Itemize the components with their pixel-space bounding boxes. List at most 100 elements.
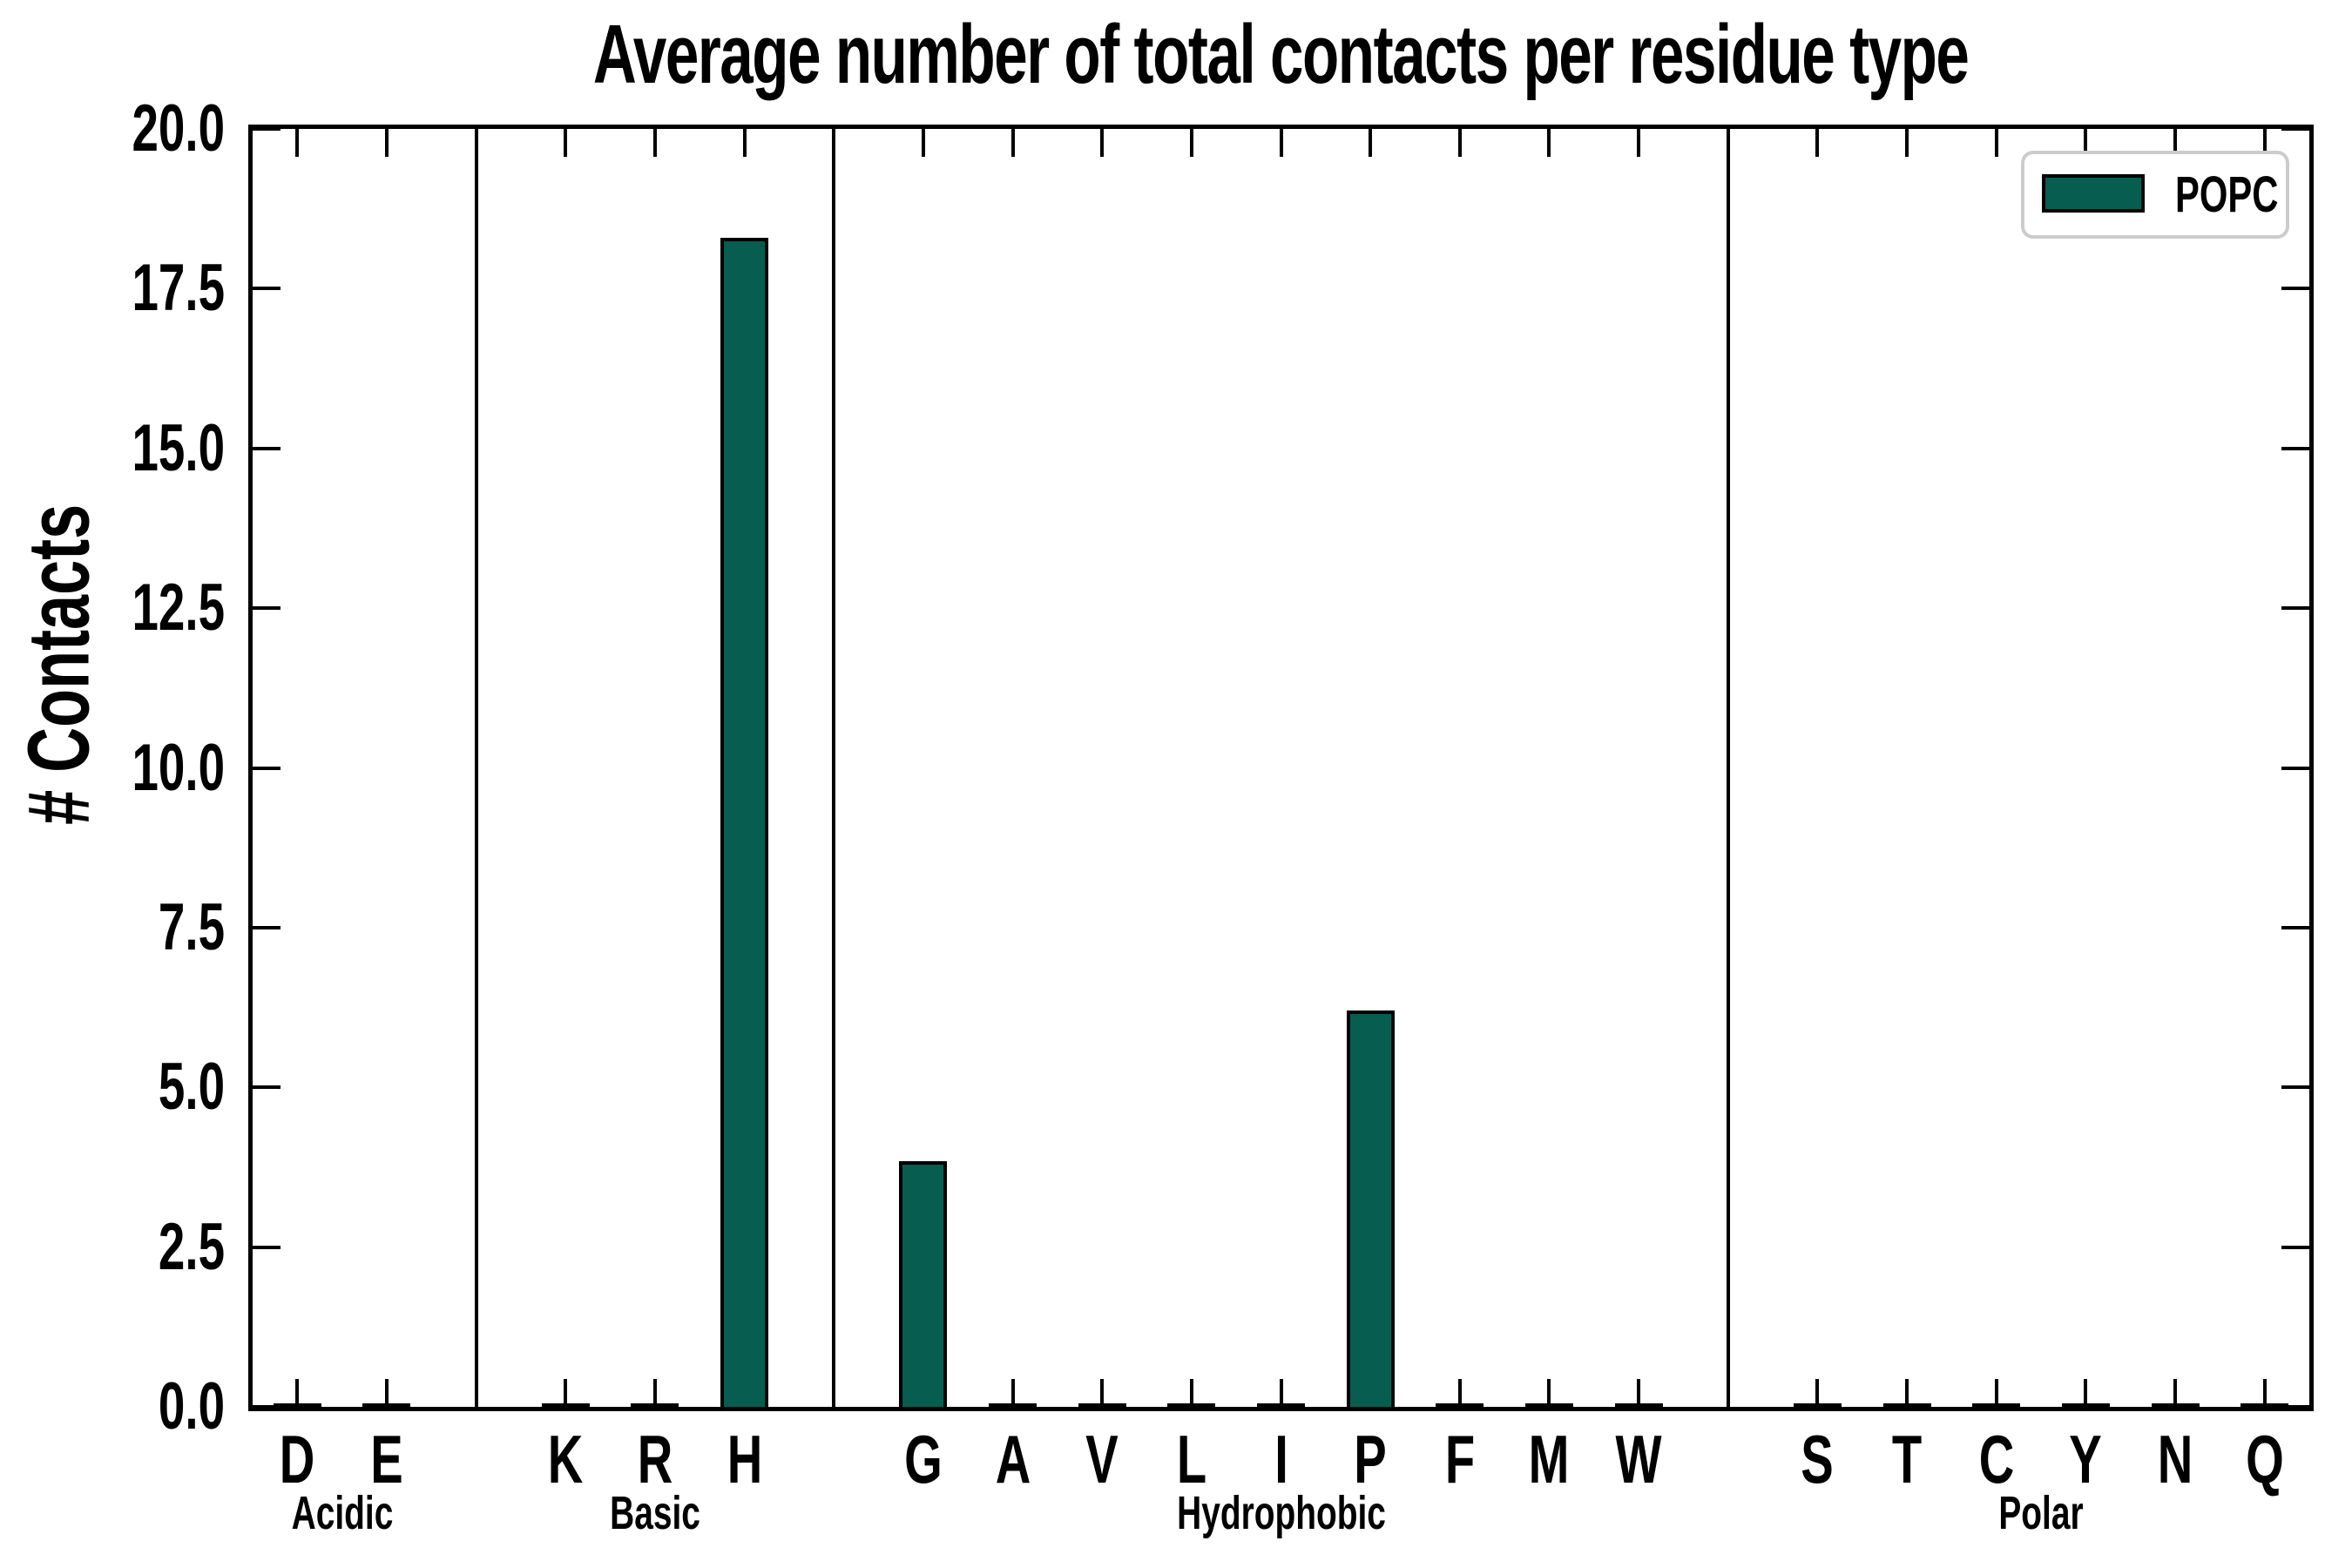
x-tick-label-R: R (631, 1420, 679, 1499)
x-group-labels: Acidic Basic Hydrophobic Polar (253, 1486, 2309, 1547)
x-tick-M-bottom (1547, 1379, 1551, 1407)
y-tick-2.5-left (253, 1245, 280, 1249)
bar-H (720, 237, 769, 1407)
x-tick-label-text: Q (2245, 1421, 2284, 1497)
y-tick-12.5-right (2281, 606, 2309, 611)
group-label-text: Acidic (291, 1487, 393, 1539)
x-tick-label-text: H (727, 1421, 762, 1497)
y-tick-20.0-left (253, 127, 280, 131)
x-tick-T-top (1905, 129, 1909, 157)
bar-D (273, 1403, 321, 1407)
y-tick-2.5-right (2281, 1245, 2309, 1249)
bar-K (541, 1403, 590, 1407)
x-tick-label-text: C (1978, 1421, 2014, 1497)
y-tick-15.0-left (253, 446, 280, 450)
x-tick-Y-top (2084, 129, 2088, 157)
group-label-basic: Basic (592, 1486, 718, 1540)
x-tick-T-bottom (1905, 1379, 1909, 1407)
x-tick-N-top (2173, 129, 2178, 157)
x-tick-L-bottom (1189, 1379, 1193, 1407)
x-tick-W-bottom (1637, 1379, 1641, 1407)
bar-A (989, 1403, 1037, 1407)
y-tick-17.5-right (2281, 287, 2309, 291)
x-tick-H-top (742, 129, 747, 157)
x-tick-label-Y: Y (2063, 1420, 2108, 1499)
bar-M (1524, 1403, 1573, 1407)
bar-P (1346, 1010, 1395, 1407)
group-label-text: Polar (1998, 1487, 2084, 1539)
x-tick-label-text: E (370, 1421, 403, 1497)
x-tick-R-top (652, 129, 657, 157)
group-label-acidic: Acidic (272, 1486, 413, 1540)
x-tick-F-bottom (1457, 1379, 1462, 1407)
legend-entry-text: POPC (2175, 166, 2279, 223)
group-separator-line (474, 129, 478, 1407)
bar-S (1793, 1403, 1842, 1407)
x-tick-label-text: F (1444, 1421, 1475, 1497)
y-tick-label-5.0: 5.0 (158, 1050, 225, 1125)
y-tick-label-10.0: 10.0 (132, 730, 225, 805)
x-tick-label-text: S (1801, 1421, 1835, 1497)
plot-area (248, 125, 2314, 1411)
x-tick-label-V: V (1079, 1420, 1125, 1499)
x-tick-M-top (1547, 129, 1551, 157)
x-tick-W-top (1637, 129, 1641, 157)
x-tick-V-top (1100, 129, 1105, 157)
x-tick-label-text: R (637, 1421, 673, 1497)
bar-E (362, 1403, 411, 1407)
y-tick-7.5-right (2281, 925, 2309, 929)
x-tick-label-text: N (2157, 1421, 2193, 1497)
y-tick-12.5-left (253, 606, 280, 611)
x-tick-K-top (564, 129, 568, 157)
y-tick-label-12.5: 12.5 (132, 571, 225, 645)
bar-T (1882, 1403, 1931, 1407)
x-tick-label-L: L (1171, 1420, 1213, 1499)
x-tick-label-S: S (1794, 1420, 1840, 1499)
x-tick-label-N: N (2151, 1420, 2200, 1499)
y-tick-label-0.0: 0.0 (158, 1369, 225, 1443)
group-label-hydrophobic: Hydrophobic (1136, 1486, 1426, 1540)
x-tick-C-bottom (1994, 1379, 1998, 1407)
x-tick-E-top (384, 129, 389, 157)
bar-V (1078, 1403, 1126, 1407)
bar-N (2151, 1403, 2200, 1407)
x-tick-label-text: V (1085, 1421, 1119, 1497)
x-tick-label-D: D (273, 1420, 321, 1499)
y-tick-label-17.5: 17.5 (132, 251, 225, 326)
x-tick-label-F: F (1439, 1420, 1481, 1499)
y-tick-0.0-left (253, 1405, 280, 1409)
y-tick-label-7.5: 7.5 (158, 889, 225, 964)
y-tick-0.0-right (2281, 1405, 2309, 1409)
x-tick-A-top (1010, 129, 1015, 157)
x-tick-label-text: G (904, 1421, 943, 1497)
bar-W (1614, 1403, 1663, 1407)
x-tick-label-W: W (1606, 1420, 1671, 1499)
x-tick-label-text: K (547, 1421, 584, 1497)
group-label-text: Basic (610, 1487, 700, 1539)
y-tick-5.0-right (2281, 1085, 2309, 1090)
x-tick-P-top (1369, 129, 1373, 157)
x-tick-label-C: C (1972, 1420, 2021, 1499)
legend-entry-label: POPC (2155, 154, 2286, 235)
x-tick-label-text: D (280, 1421, 315, 1497)
bar-R (631, 1403, 679, 1407)
x-tick-Q-top (2262, 129, 2267, 157)
legend: POPC (2021, 151, 2289, 239)
group-label-polar: Polar (1983, 1486, 2100, 1540)
bar-C (1972, 1403, 2021, 1407)
x-tick-N-bottom (2173, 1379, 2178, 1407)
x-tick-label-text: M (1529, 1421, 1570, 1497)
x-tick-label-P: P (1348, 1420, 1393, 1499)
y-tick-10.0-left (253, 766, 280, 770)
bar-Y (2061, 1403, 2110, 1407)
x-tick-K-bottom (564, 1379, 568, 1407)
x-tick-label-text: I (1274, 1421, 1288, 1497)
x-tick-label-A: A (988, 1420, 1037, 1499)
x-tick-D-bottom (295, 1379, 300, 1407)
x-tick-D-top (295, 129, 300, 157)
group-label-text: Hydrophobic (1176, 1487, 1386, 1539)
x-tick-I-top (1279, 129, 1283, 157)
x-tick-label-text: P (1354, 1421, 1387, 1497)
